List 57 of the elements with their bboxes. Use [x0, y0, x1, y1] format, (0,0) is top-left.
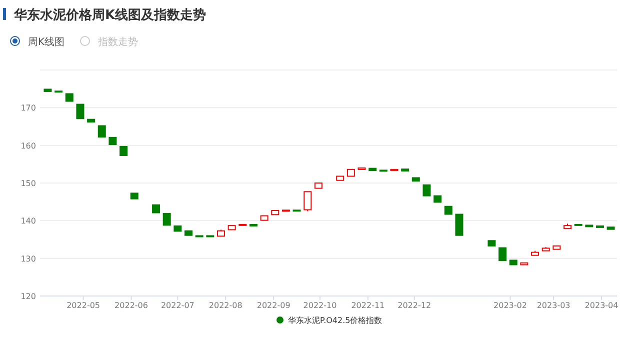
- candlestick: [455, 214, 464, 236]
- candlestick: [552, 245, 561, 250]
- candlestick: [162, 213, 171, 226]
- candlestick: [87, 118, 96, 122]
- candlestick: [130, 192, 138, 200]
- candlestick: [368, 168, 377, 172]
- candlestick: [488, 240, 496, 246]
- y-tick-label: 130: [20, 254, 36, 264]
- text: 指数走势: [97, 36, 138, 48]
- candlestick: [596, 225, 604, 228]
- candlestick: [120, 146, 128, 156]
- x-tick-label: 2023-03: [536, 301, 570, 310]
- candlestick: [412, 177, 420, 182]
- candlestick: [249, 224, 258, 226]
- candlestick: [44, 88, 52, 92]
- y-tick-label: 160: [20, 141, 36, 150]
- y-tick-label: 120: [20, 292, 36, 301]
- candlestick: [444, 206, 452, 215]
- x-tick-label: 2023-04: [584, 301, 618, 310]
- candlestick: [434, 195, 442, 203]
- candlestick: [184, 230, 193, 236]
- y-tick-label: 140: [20, 216, 36, 226]
- candlestick: [271, 210, 280, 216]
- candlestick: [520, 262, 528, 266]
- x-tick-label: 2022-12: [398, 301, 432, 310]
- candlestick: [98, 125, 106, 138]
- y-tick-label: 170: [20, 104, 36, 113]
- candlestick: [152, 204, 160, 214]
- chart-title: 华东水泥价格周K线图及指数走势: [13, 7, 206, 23]
- candlestick: [314, 182, 322, 189]
- x-tick-label: 2022-11: [351, 301, 385, 310]
- candlestick: [509, 260, 518, 266]
- candlestick: [174, 225, 182, 232]
- candlestick: [65, 93, 74, 102]
- x-tick-label: 2022-08: [208, 301, 242, 310]
- candlestick: [336, 176, 344, 181]
- candlestick: [358, 167, 366, 170]
- x-tick-label: 2023-02: [494, 301, 527, 310]
- candlestick: [498, 247, 507, 262]
- x-tick-label: 2022-05: [66, 301, 100, 310]
- candlestick: [304, 191, 312, 212]
- x-tick-label: 2022-06: [114, 301, 148, 310]
- candlestick: [76, 104, 84, 120]
- candlestick: [401, 168, 410, 172]
- x-tick-label: 2022-09: [256, 301, 290, 310]
- candlestick: [606, 226, 615, 230]
- y-tick-label: 150: [20, 179, 36, 188]
- x-tick-label: 2022-10: [303, 301, 337, 310]
- x-tick-label: 2022-07: [160, 301, 194, 310]
- candlestick: [108, 136, 117, 146]
- text: 周K线图: [28, 36, 65, 48]
- candlestick: [346, 168, 355, 177]
- candlestick: [422, 184, 431, 196]
- candlestick: [585, 224, 594, 228]
- candlestick: [260, 215, 268, 221]
- candlestick: [390, 168, 398, 172]
- candlestick: [228, 225, 236, 230]
